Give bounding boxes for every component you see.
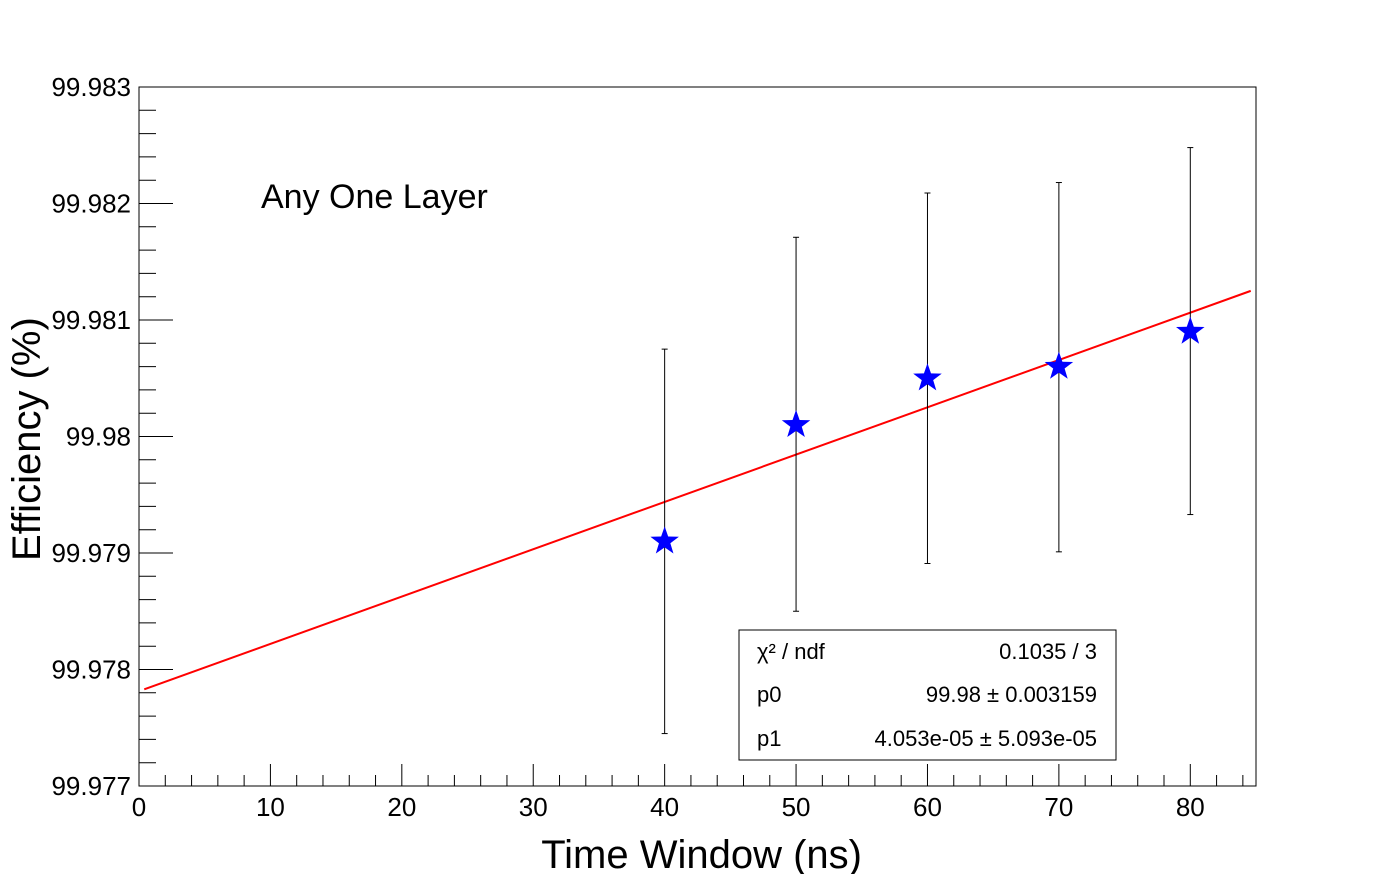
y-tick-label: 99.982 [51,189,131,219]
stats-label-p0: p0 [757,682,781,707]
stats-value-p1: 4.053e-05 ± 5.093e-05 [875,726,1097,751]
data-points [650,147,1205,735]
y-tick-label: 99.979 [51,538,131,568]
x-tick-label: 0 [132,792,146,822]
stats-label-p1: p1 [757,726,781,751]
fit-stats-box: χ² / ndf 0.1035 / 3 p0 99.98 ± 0.003159 … [738,629,1117,761]
y-axis-title: Efficiency (%) [5,317,49,561]
fit-line [143,289,1252,691]
x-tick-label: 60 [913,792,942,822]
x-tick-label: 10 [256,792,285,822]
y-tick-label: 99.983 [51,72,131,102]
x-tick-label: 20 [387,792,416,822]
stats-label-chi2: χ² / ndf [757,639,826,664]
y-tick-label: 99.98 [66,422,131,452]
y-tick-label: 99.978 [51,655,131,685]
y-tick-labels: 99.977 99.978 99.979 99.98 99.981 99.982 99.98… [51,72,131,801]
x-axis-title: Time Window (ns) [541,833,862,874]
data-point-star [913,363,942,391]
axis-ticks [138,86,1244,787]
x-tick-label: 50 [782,792,811,822]
y-tick-label: 99.981 [51,305,131,335]
stats-value-p0: 99.98 ± 0.003159 [926,682,1097,707]
data-point-star [1176,316,1205,344]
x-tick-label: 70 [1044,792,1073,822]
x-tick-label: 80 [1176,792,1205,822]
annotation-label: Any One Layer [261,178,488,216]
data-point-star [650,526,679,554]
y-tick-label: 99.977 [51,771,131,801]
x-tick-label: 30 [519,792,548,822]
data-point-star [781,409,811,437]
x-tick-label: 40 [650,792,679,822]
x-tick-labels: 0 10 20 30 40 50 60 70 80 [132,792,1205,822]
data-point-star [1044,351,1074,379]
stats-value-chi2: 0.1035 / 3 [999,639,1097,664]
fit-line-group [143,289,1252,691]
fit-stats-frame [738,629,1117,761]
